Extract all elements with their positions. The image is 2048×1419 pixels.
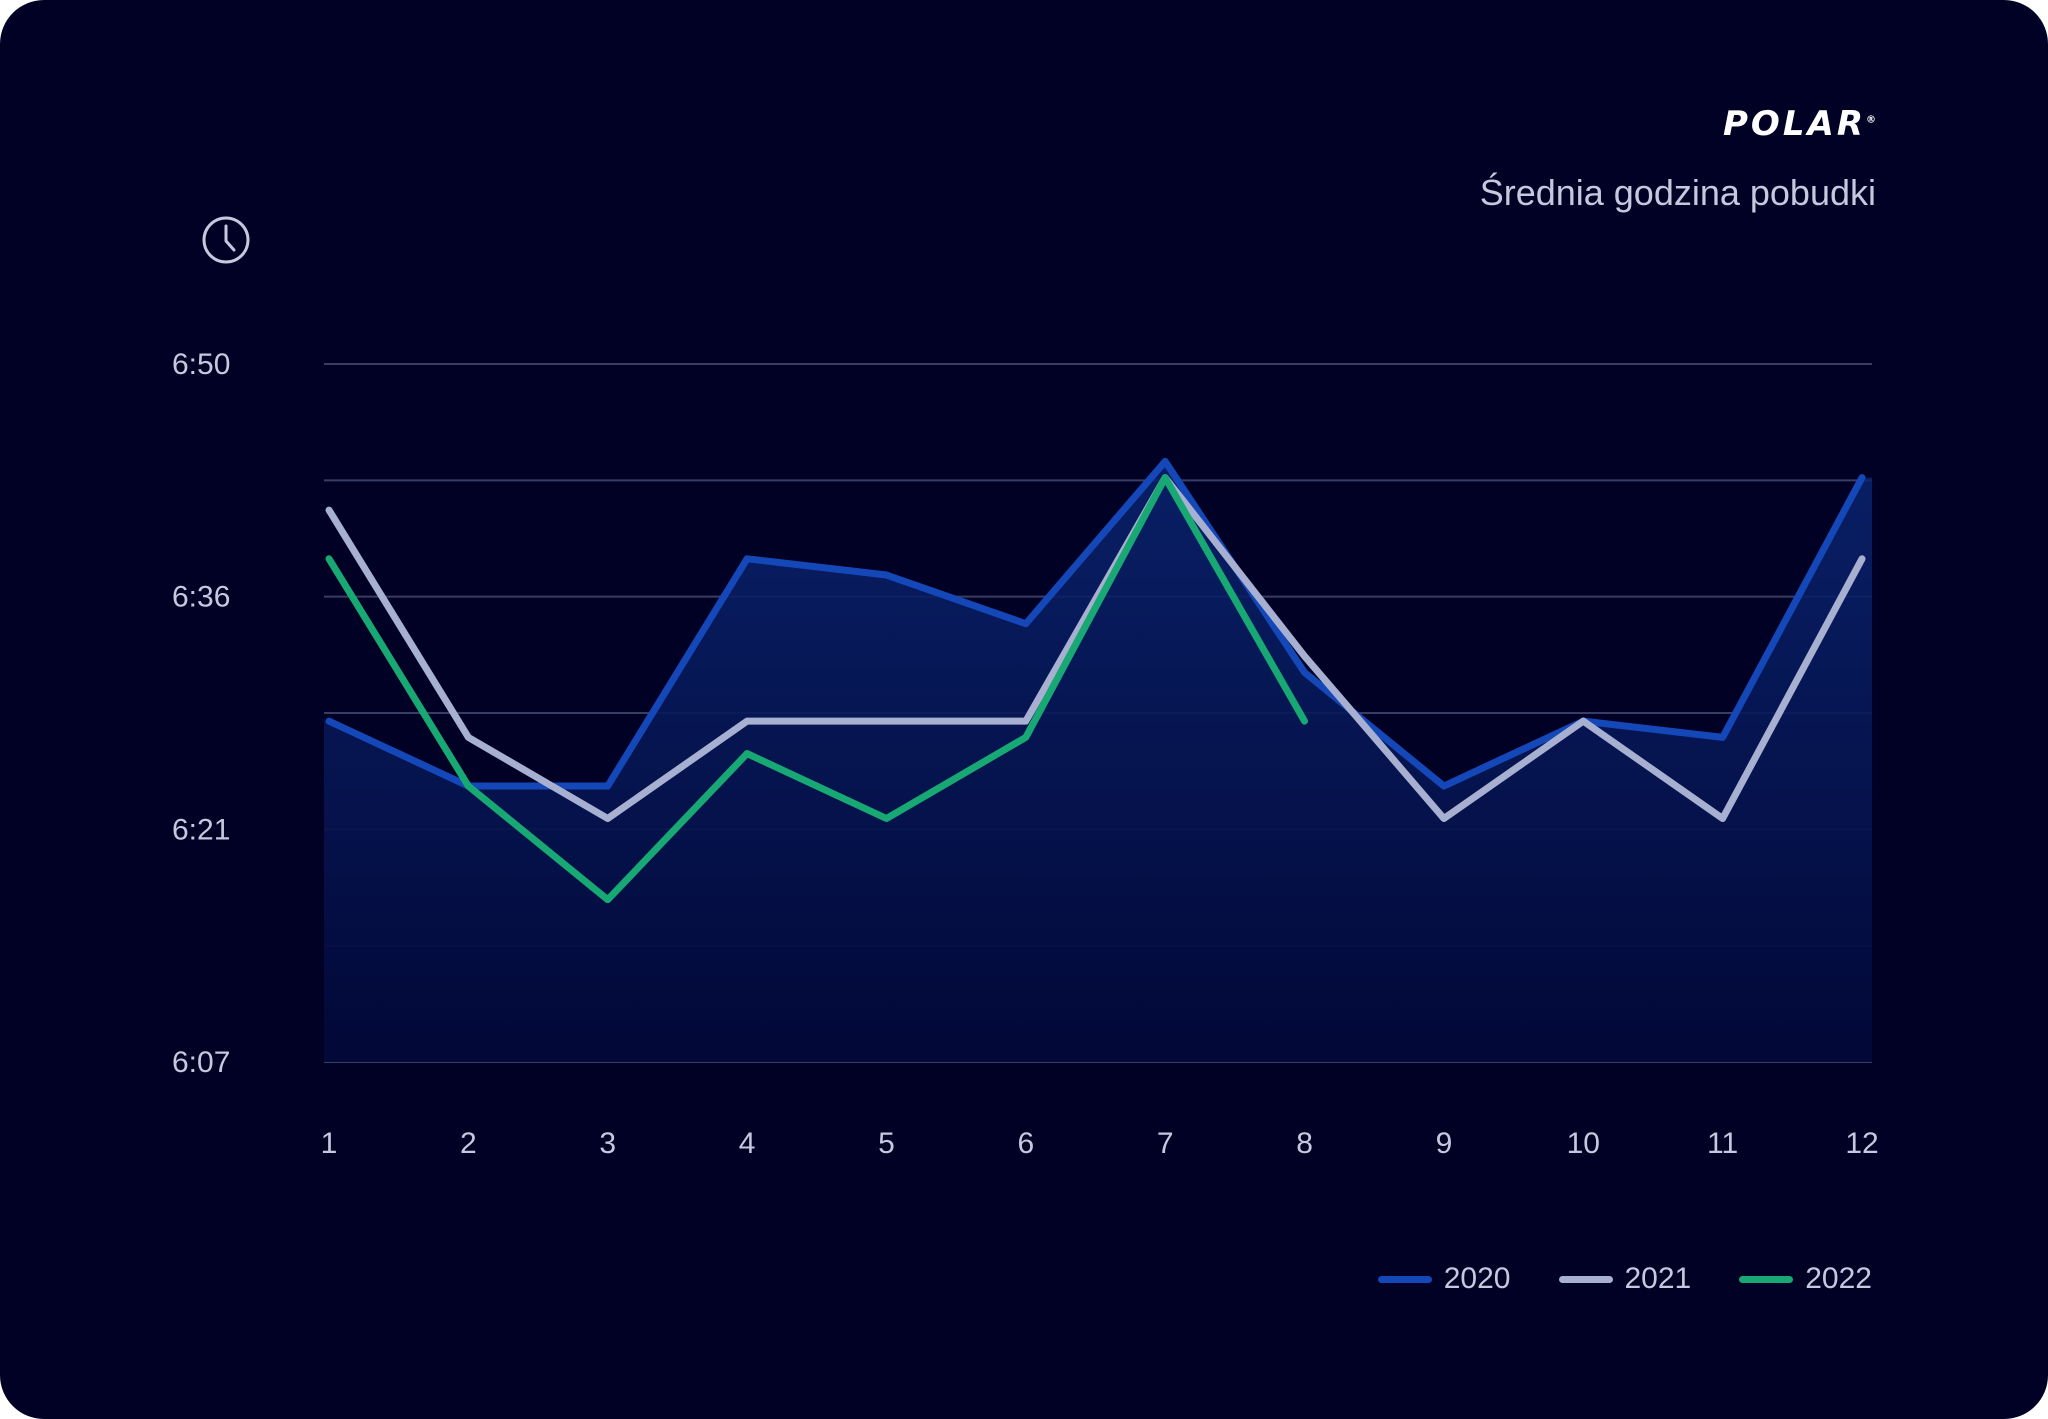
- chart-title: Średnia godzina pobudki: [1479, 172, 1876, 213]
- polar-logo: POLAR®: [1723, 104, 1876, 144]
- legend-swatch: [1377, 1275, 1432, 1283]
- y-tick-label: 6:50: [172, 348, 230, 381]
- x-tick-label: 7: [1157, 1127, 1174, 1160]
- x-tick-label: 10: [1567, 1127, 1600, 1160]
- legend-item-2020: 2020: [1377, 1262, 1511, 1296]
- x-tick-label: 11: [1707, 1127, 1738, 1160]
- legend-item-2021: 2021: [1558, 1262, 1692, 1296]
- legend-swatch: [1558, 1275, 1613, 1283]
- x-tick-label: 8: [1296, 1127, 1313, 1160]
- series-area-2020: [324, 461, 1872, 1062]
- y-tick-label: 6:07: [172, 1046, 230, 1079]
- y-tick-label: 6:36: [172, 581, 230, 614]
- legend-label: 2020: [1443, 1262, 1511, 1295]
- legend-label: 2022: [1805, 1262, 1872, 1295]
- legend-swatch: [1739, 1275, 1794, 1283]
- chart-legend: 2020 2021 2022: [1377, 1262, 1872, 1296]
- x-tick-label: 1: [321, 1127, 338, 1160]
- x-tick-label: 5: [878, 1127, 895, 1160]
- x-tick-label: 4: [739, 1127, 756, 1160]
- x-tick-label: 6: [1017, 1127, 1034, 1160]
- x-tick-label: 2: [460, 1127, 477, 1160]
- legend-item-2022: 2022: [1739, 1262, 1872, 1296]
- series-line-2020: [325, 457, 1866, 790]
- x-tick-label: 3: [599, 1127, 616, 1160]
- series-line-2022: [325, 474, 1309, 904]
- y-tick-label: 6:21: [172, 813, 230, 846]
- series-line-2021: [325, 474, 1866, 823]
- x-tick-label: 9: [1436, 1127, 1453, 1160]
- legend-label: 2021: [1624, 1262, 1692, 1295]
- x-tick-label: 12: [1845, 1127, 1878, 1160]
- clock-icon: [202, 216, 250, 264]
